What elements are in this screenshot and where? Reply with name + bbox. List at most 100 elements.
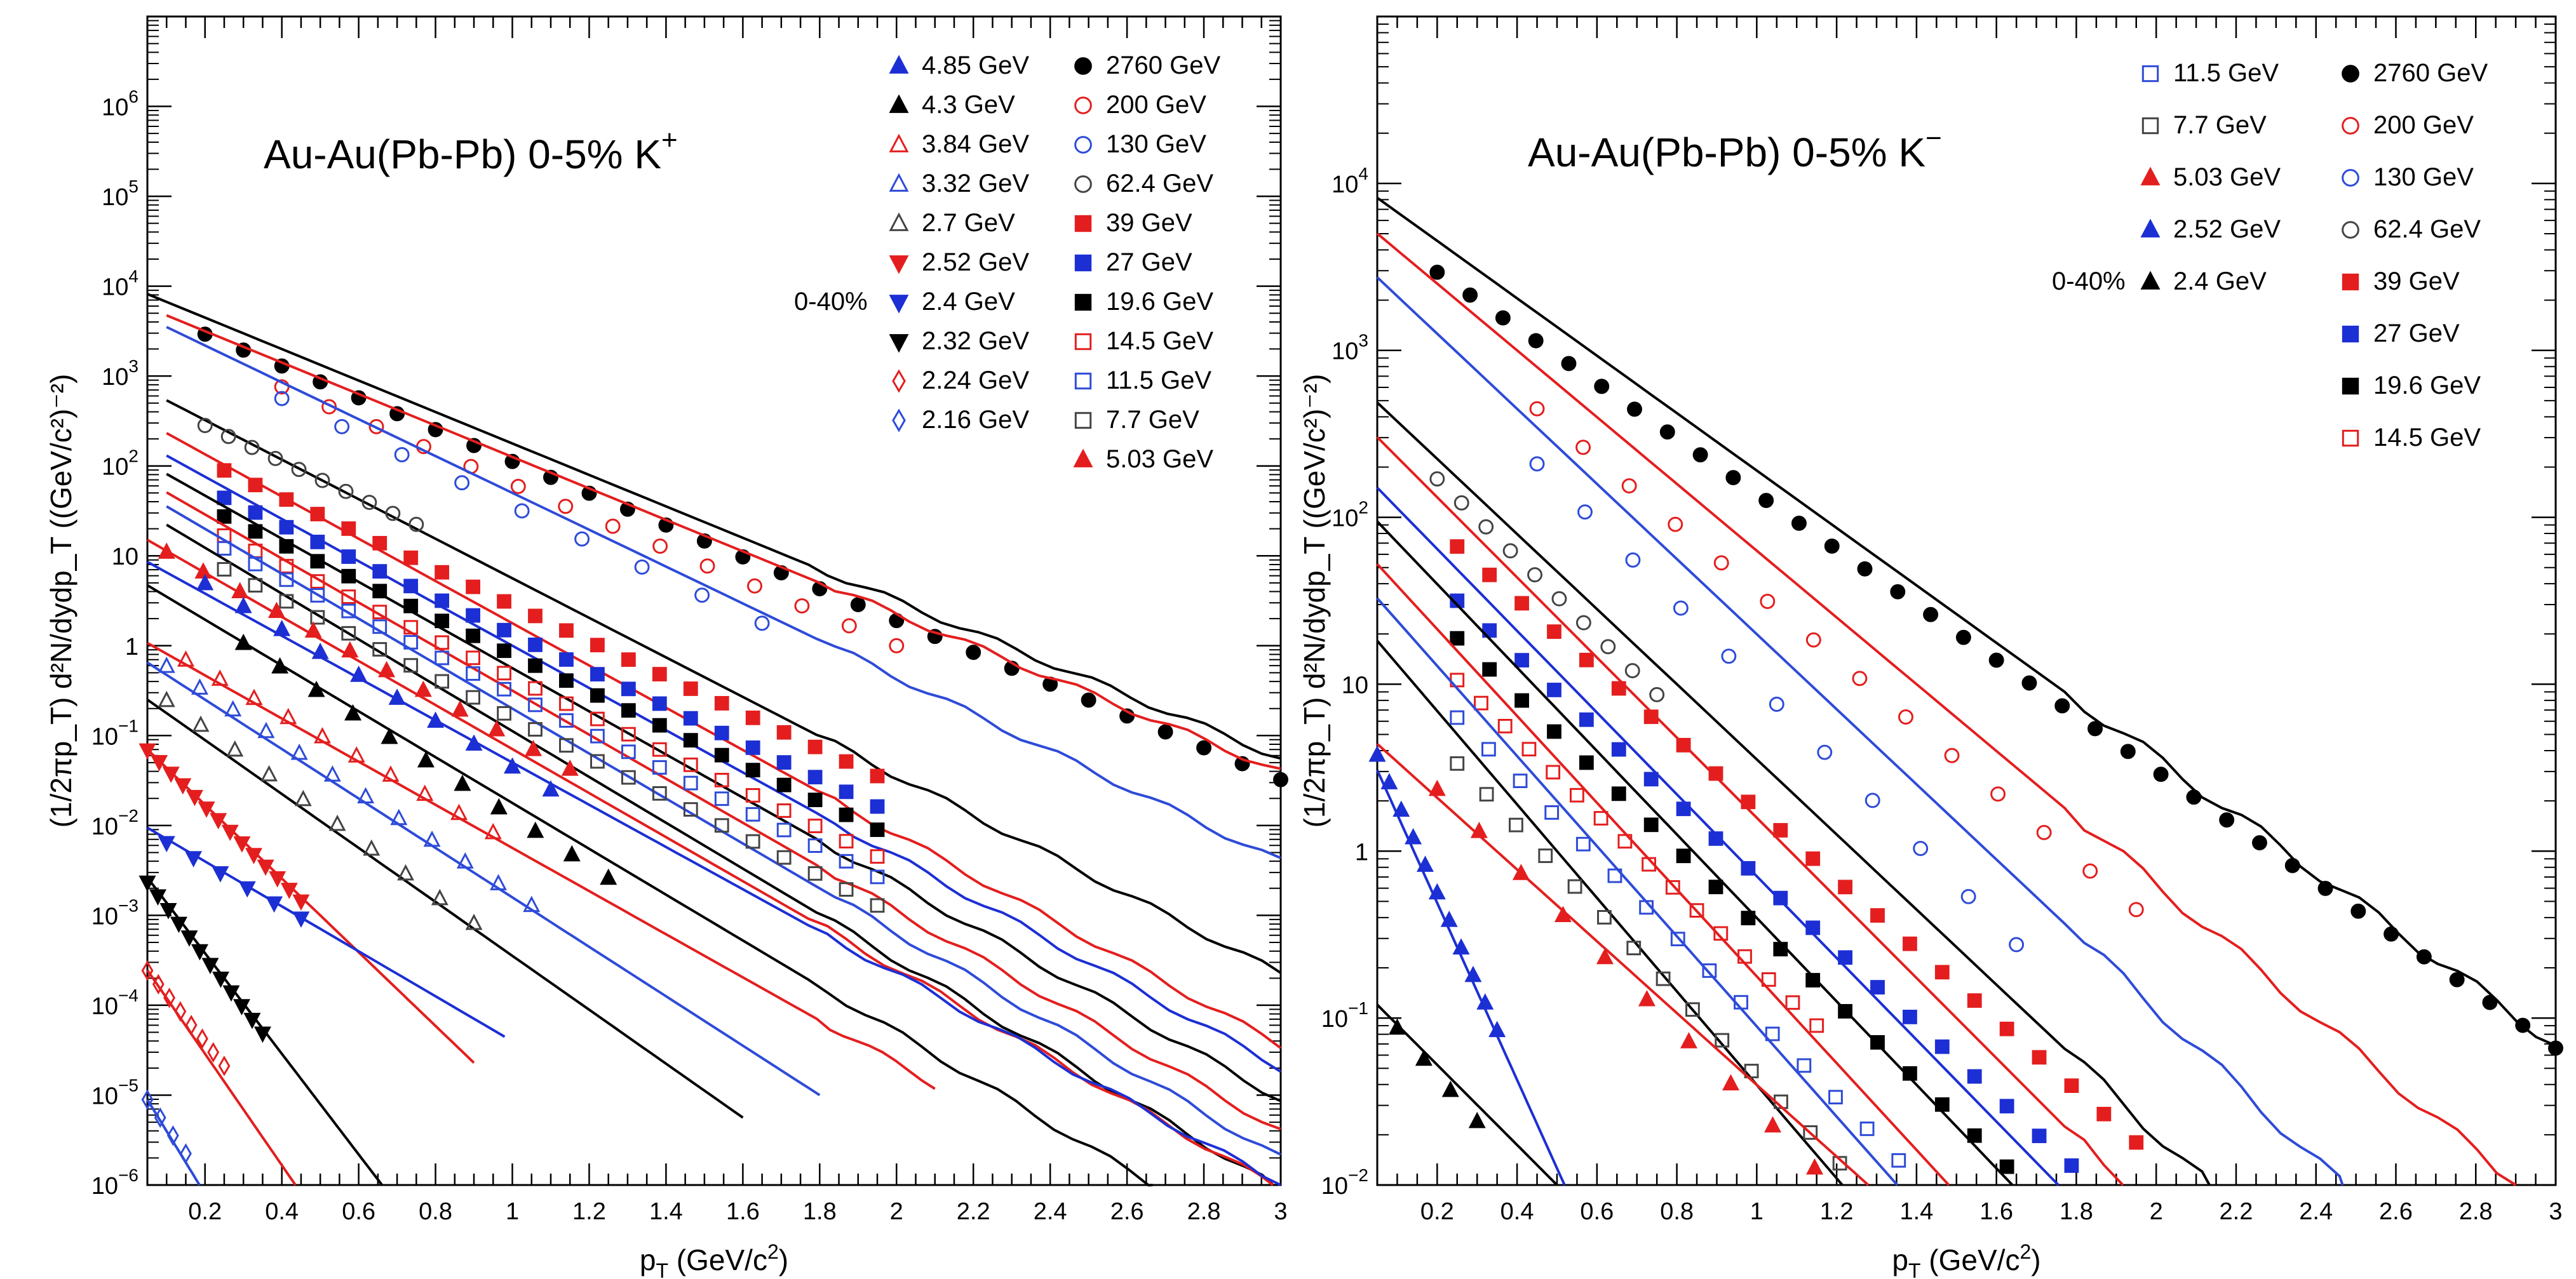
data-point xyxy=(347,746,365,763)
data-point xyxy=(839,834,854,849)
model-curve xyxy=(147,561,1281,1186)
data-point xyxy=(310,554,325,569)
data-point xyxy=(221,824,239,841)
legend-label: 2.16 GeV xyxy=(922,406,1029,434)
data-point xyxy=(561,760,579,776)
data-point xyxy=(590,711,605,727)
x-axis-label-close: ) xyxy=(779,1243,788,1276)
data-point xyxy=(1450,710,1465,725)
data-point xyxy=(1806,1158,1824,1175)
data-point xyxy=(652,742,667,757)
data-point xyxy=(1891,1153,1906,1168)
data-point xyxy=(1923,606,1939,622)
data-point xyxy=(341,549,356,564)
legend-marker xyxy=(889,334,909,353)
data-point xyxy=(466,650,480,666)
data-point xyxy=(1538,848,1553,863)
data-point xyxy=(1546,765,1561,780)
data-point xyxy=(217,562,232,577)
data-point xyxy=(683,733,698,748)
data-point xyxy=(280,883,298,899)
data-point xyxy=(403,634,419,650)
plot-frame xyxy=(146,15,1282,1186)
data-point xyxy=(605,518,621,534)
data-point xyxy=(699,558,715,574)
data-point xyxy=(1627,401,1642,417)
data-point xyxy=(1495,310,1511,326)
y-tick-label: 10−3 xyxy=(91,895,138,930)
legend-marker xyxy=(889,212,909,231)
data-point xyxy=(1676,848,1691,864)
data-point xyxy=(1547,683,1561,697)
data-point xyxy=(1388,1018,1406,1035)
data-point xyxy=(683,757,698,772)
data-point xyxy=(563,845,581,862)
data-point xyxy=(388,688,406,705)
y-tick-label-exp: −4 xyxy=(118,986,138,1005)
legend-label: 130 GeV xyxy=(1106,130,1206,158)
data-point xyxy=(1990,786,2006,802)
data-point xyxy=(1898,709,1913,725)
data-point xyxy=(1643,772,1659,787)
data-point xyxy=(1988,652,2004,668)
y-tick-label: 102 xyxy=(1332,498,1368,532)
y-tick-label: 1 xyxy=(1355,839,1368,866)
y-tick-label-exp: −3 xyxy=(118,895,138,915)
data-point xyxy=(1416,855,1434,872)
legend-marker xyxy=(2141,117,2159,135)
legend-marker xyxy=(2140,218,2161,238)
data-point xyxy=(1579,652,1594,667)
y-tick-label-exp: 3 xyxy=(1358,331,1368,351)
data-point xyxy=(590,667,605,682)
data-point xyxy=(1529,401,1545,417)
legend-marker xyxy=(1074,412,1092,429)
data-point xyxy=(839,854,854,869)
data-point xyxy=(372,619,388,634)
data-point xyxy=(1482,567,1497,582)
data-point xyxy=(141,1089,154,1110)
data-point xyxy=(528,722,543,737)
data-point xyxy=(372,564,388,579)
data-point xyxy=(1676,801,1691,817)
chart-title: Au-Au(Pb-Pb) 0-5% K+ xyxy=(264,124,678,177)
data-point xyxy=(807,770,823,785)
data-point xyxy=(559,713,574,728)
model-curve xyxy=(146,584,1153,1187)
data-point xyxy=(1805,973,1821,988)
x-tick-label: 2.2 xyxy=(2220,1198,2253,1225)
data-point xyxy=(2009,937,2025,953)
data-point xyxy=(435,674,450,689)
data-point xyxy=(1765,1026,1780,1041)
data-point xyxy=(2129,1135,2144,1150)
data-point xyxy=(403,598,419,613)
y-tick-label: 10−2 xyxy=(1321,1165,1368,1200)
data-point xyxy=(1769,697,1784,712)
data-point xyxy=(138,743,156,760)
data-point xyxy=(1805,920,1821,935)
legend-label: 130 GeV xyxy=(2373,163,2474,191)
data-point xyxy=(321,399,337,415)
data-point xyxy=(1737,949,1752,964)
data-point xyxy=(683,681,698,696)
data-point xyxy=(1670,932,1685,947)
data-point xyxy=(310,588,325,603)
data-point xyxy=(870,898,885,913)
x-axis-label-sub: T xyxy=(656,1259,668,1279)
data-point xyxy=(248,578,263,593)
data-point xyxy=(2021,675,2037,691)
data-point xyxy=(372,605,388,620)
legend-label: 2.52 GeV xyxy=(2173,215,2281,243)
x-tick-label: 0.2 xyxy=(188,1198,222,1225)
legend-marker xyxy=(889,173,909,192)
data-point xyxy=(279,594,294,609)
data-point xyxy=(1824,538,1840,554)
data-point xyxy=(279,539,294,554)
data-point xyxy=(807,819,823,833)
data-point xyxy=(1596,948,1614,965)
legend-marker xyxy=(2140,271,2161,290)
legend-label: 62.4 GeV xyxy=(2373,215,2481,243)
data-point xyxy=(2087,721,2103,737)
data-point xyxy=(1934,965,1950,980)
x-tick-label: 1 xyxy=(1750,1198,1763,1225)
data-point xyxy=(2449,972,2465,988)
